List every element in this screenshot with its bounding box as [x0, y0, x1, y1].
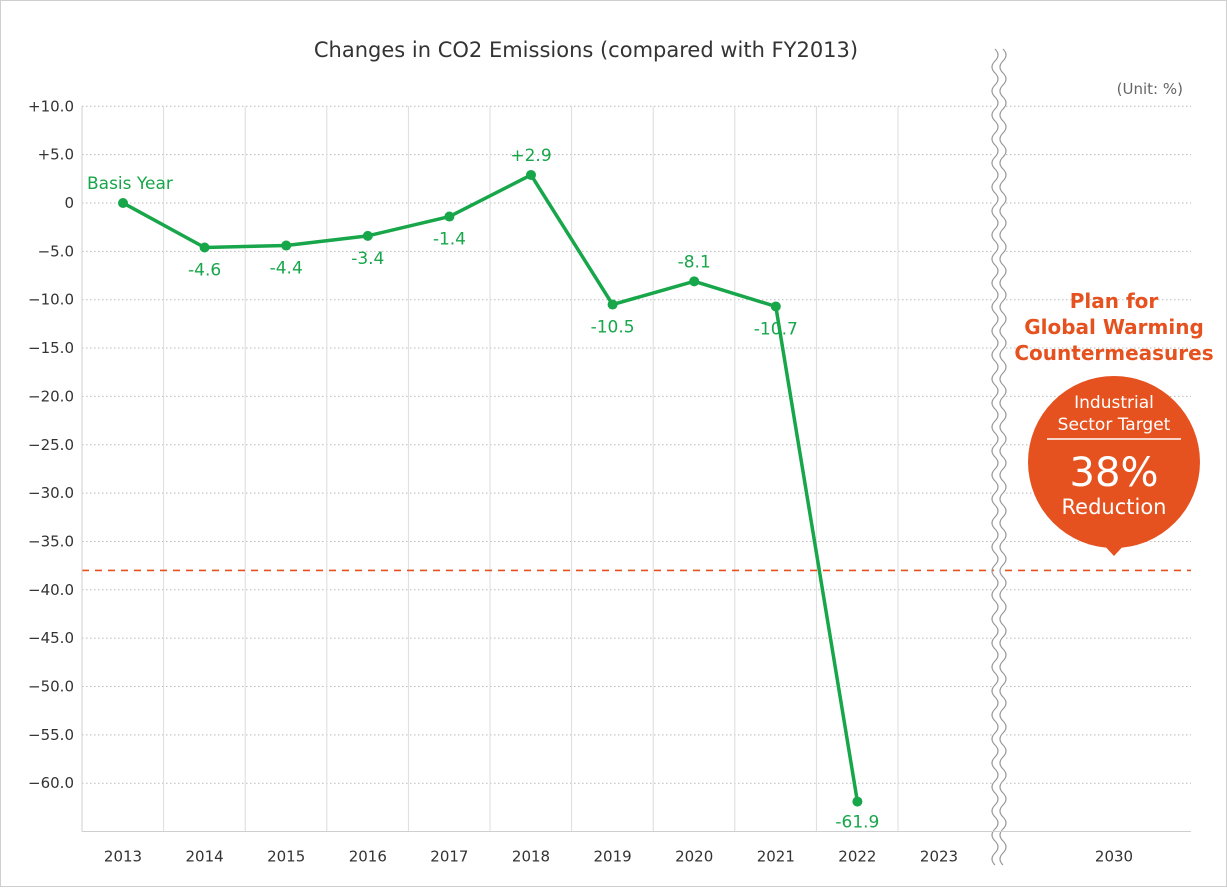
plan-text-line: Global Warming — [1024, 315, 1204, 339]
x-tick-label: 2013 — [104, 848, 142, 866]
axis-break-gap — [994, 49, 1004, 861]
data-label: -1.4 — [433, 230, 466, 250]
target-badge-line1: Industrial — [1074, 393, 1154, 413]
axis-break — [991, 48, 1007, 866]
data-point — [607, 299, 618, 310]
x-tick-label: 2019 — [594, 848, 632, 866]
data-labels: Basis Year -4.6 -4.4 -3.4 -1.4 +2.9 -10.5 -8.1 -… — [87, 146, 879, 833]
x-tick-label: 2017 — [430, 848, 468, 866]
y-tick-label: −30.0 — [28, 484, 74, 502]
data-point — [689, 276, 700, 287]
plan-text-line: Plan for — [1070, 289, 1159, 313]
axes: +10.0 +5.0 0 −5.0 −10.0 −15.0 −20.0 −25.0 −30.0 −… — [28, 97, 1191, 866]
target-badge-pointer — [1101, 542, 1127, 556]
y-tick-label: −25.0 — [28, 436, 74, 454]
x-tick-label: 2018 — [512, 848, 550, 866]
data-point — [118, 198, 128, 208]
x-tick-label: 2021 — [757, 848, 795, 866]
y-tick-label: +10.0 — [28, 97, 74, 115]
data-label: Basis Year — [87, 174, 173, 194]
unit-note: (Unit: %) — [1117, 80, 1183, 98]
y-tick-label: −60.0 — [28, 774, 74, 792]
target-badge-line3: Reduction — [1062, 495, 1167, 519]
data-label: -61.9 — [835, 813, 879, 833]
x-tick-label: 2030 — [1095, 848, 1133, 866]
data-label: -10.5 — [591, 318, 635, 338]
y-tick-label: −5.0 — [38, 242, 74, 260]
plan-text-line: Countermeasures — [1014, 341, 1213, 365]
series-layer — [118, 169, 863, 807]
y-tick-label: −35.0 — [28, 532, 74, 550]
x-tick-label: 2015 — [267, 848, 305, 866]
data-label: -8.1 — [678, 252, 711, 272]
data-point — [770, 301, 781, 312]
data-label: -3.4 — [351, 249, 384, 269]
y-tick-label: −15.0 — [28, 339, 74, 357]
y-tick-label: −40.0 — [28, 581, 74, 599]
data-label: -10.7 — [754, 319, 798, 339]
target-badge-line2: Sector Target — [1058, 415, 1171, 435]
x-tick-label: 2020 — [675, 848, 713, 866]
data-point — [281, 240, 292, 251]
target-badge-value: 38% — [1070, 450, 1159, 496]
x-tick-label: 2023 — [920, 848, 958, 866]
x-tick-label: 2014 — [186, 848, 224, 866]
y-tick-label: −55.0 — [28, 726, 74, 744]
chart-title: Changes in CO2 Emissions (compared with … — [314, 38, 858, 62]
y-tick-label: −50.0 — [28, 678, 74, 696]
data-label: -4.6 — [188, 260, 221, 280]
axis-break-wave-right — [999, 48, 1007, 866]
data-point — [526, 169, 536, 180]
target-badge-circle — [1028, 376, 1200, 548]
axis-break-wave-left — [991, 48, 999, 866]
grid — [82, 105, 1191, 832]
x-tick-label: 2016 — [349, 848, 387, 866]
data-label: +2.9 — [510, 146, 551, 166]
series-line — [122, 173, 860, 802]
y-tick-label: −45.0 — [28, 629, 74, 647]
data-point — [199, 242, 210, 253]
y-tick-label: −10.0 — [28, 291, 74, 309]
y-tick-label: −20.0 — [28, 387, 74, 405]
x-tick-label: 2022 — [838, 848, 876, 866]
data-point — [444, 211, 455, 222]
data-label: -4.4 — [270, 259, 303, 279]
y-tick-label: +5.0 — [38, 146, 74, 164]
y-tick-label: 0 — [64, 194, 74, 212]
data-point — [362, 230, 373, 241]
data-point — [852, 796, 863, 807]
